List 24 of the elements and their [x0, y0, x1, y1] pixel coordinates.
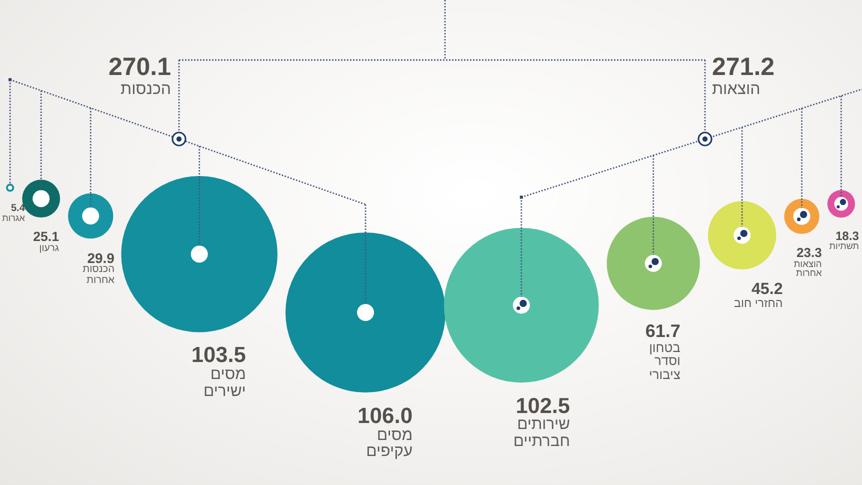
category-label: אגרות	[2, 213, 25, 224]
data-label: 18.3	[834, 228, 859, 243]
text: הוצאות	[712, 81, 762, 100]
category-label: הכנסות אחרות	[82, 264, 114, 286]
data-label: 102.5	[514, 392, 570, 418]
category-label: מסים ישירים	[204, 366, 246, 400]
category-label: הוצאות אחרות	[794, 258, 822, 280]
category-label: תשתיות	[829, 241, 859, 252]
data-label: 45.2	[750, 280, 783, 298]
text: 271.2	[712, 53, 775, 81]
data-label: 61.7	[645, 320, 680, 341]
data-label: 29.9	[86, 250, 114, 266]
category-label: החזרי חוב	[734, 297, 783, 310]
data-label: 25.1	[33, 228, 59, 244]
category-label: בטחון וסדר ציבורי	[648, 340, 680, 382]
category-label: מסים עקיפים	[366, 426, 413, 461]
data-label: 23.3	[796, 244, 822, 260]
data-label: 106.0	[358, 403, 413, 428]
category-label: שירותים חברתיים	[513, 416, 570, 450]
data-label: 103.5	[191, 342, 246, 368]
category-label: גרעון	[39, 242, 59, 254]
text: 270.1	[108, 53, 171, 81]
text: הכנסות	[120, 81, 171, 100]
data-label: 5.4	[10, 202, 25, 214]
